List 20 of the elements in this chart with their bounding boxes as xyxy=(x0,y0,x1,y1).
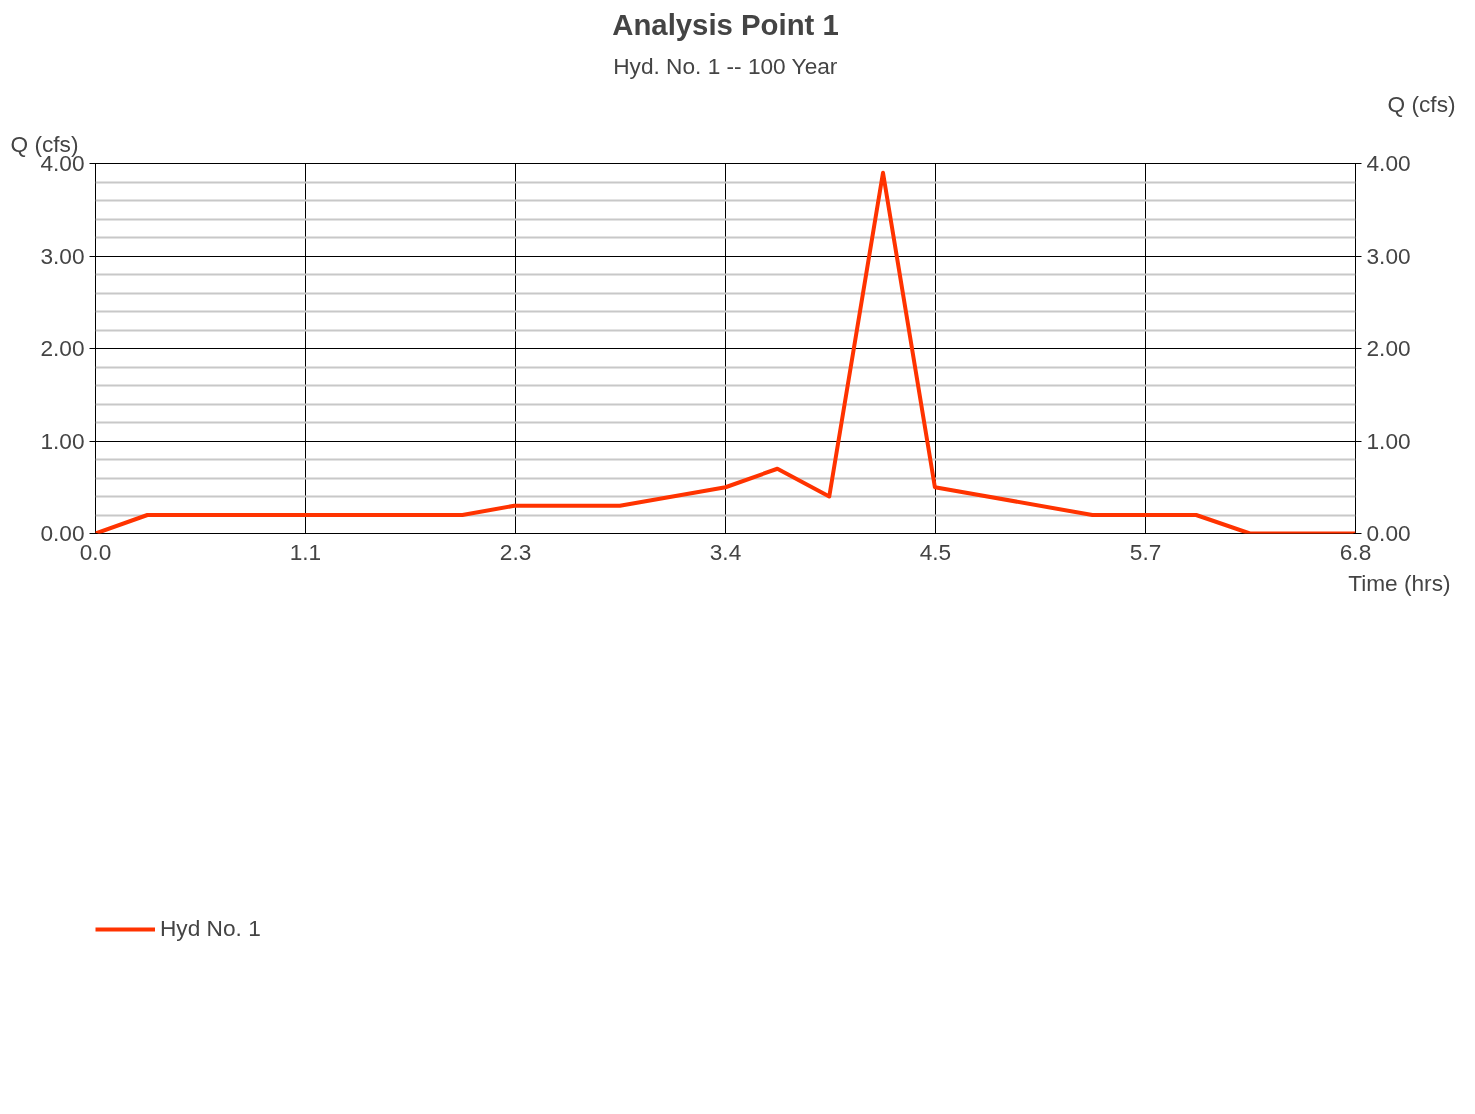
x-axis-title: Time (hrs) xyxy=(1348,569,1451,596)
x-tick-label: 2.3 xyxy=(499,538,532,565)
y-tick-label: 2.00 xyxy=(40,335,85,361)
y2-tick-label: 3.00 xyxy=(1366,242,1411,269)
y-tick-label: 3.00 xyxy=(40,242,85,269)
y2-tick-label: 4.00 xyxy=(1366,150,1411,176)
x-tick-label: 4.5 xyxy=(919,538,952,565)
y2-tick-label: 1.00 xyxy=(1366,427,1411,454)
y-tick-label: 1.00 xyxy=(40,427,85,454)
legend-label: Hyd No. 1 xyxy=(160,915,261,943)
chart-title: Analysis Point 1 xyxy=(612,7,839,41)
x-tick-label: 1.1 xyxy=(289,538,322,565)
y2-axis-title: Q (cfs) xyxy=(1387,90,1456,117)
y-tick-label: 0.00 xyxy=(40,520,85,546)
x-tick-label: 5.7 xyxy=(1129,538,1162,565)
x-tick-label: 3.4 xyxy=(709,538,742,565)
chart-subtitle: Hyd. No. 1 -- 100 Year xyxy=(613,52,838,79)
y2-tick-label: 0.00 xyxy=(1366,520,1411,546)
y2-tick-label: 2.00 xyxy=(1366,335,1411,361)
line-series xyxy=(95,170,1356,534)
